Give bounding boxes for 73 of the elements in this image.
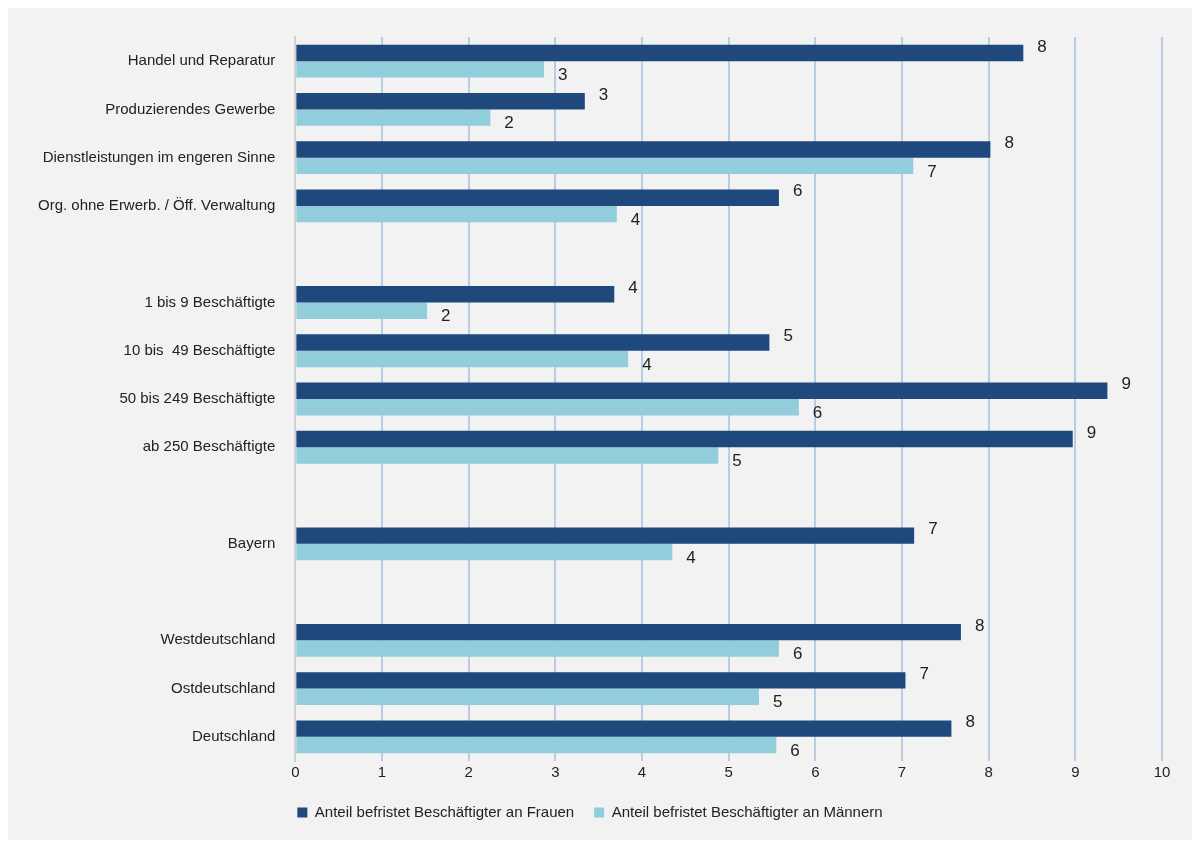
data-label: 9 <box>1086 422 1097 442</box>
data-label: 6 <box>792 181 803 201</box>
x-tick-label: 9 <box>1071 763 1080 781</box>
y-tick-label: Org. ohne Erwerb. / Öff. Verwaltung <box>38 196 276 214</box>
y-tick-label: Deutschland <box>191 727 276 745</box>
data-label: 2 <box>504 113 514 133</box>
data-label: 3 <box>598 84 609 104</box>
bar <box>296 527 915 544</box>
data-label: 7 <box>927 161 937 181</box>
bar <box>296 543 673 561</box>
x-tick-label: 1 <box>377 763 387 781</box>
legend-label: Anteil befristet Beschäftigter an Frauen <box>314 802 575 820</box>
y-tick-label: 1 bis 9 Beschäftigte <box>144 292 276 310</box>
x-tick-label: 10 <box>1153 763 1171 781</box>
data-label: 6 <box>812 402 823 422</box>
bar <box>296 720 952 737</box>
bar <box>296 92 585 110</box>
x-tick-label: 5 <box>724 763 733 781</box>
bar <box>296 44 1024 62</box>
data-label: 8 <box>1004 133 1014 153</box>
data-label: 7 <box>919 664 929 684</box>
bar <box>296 640 779 657</box>
bar <box>296 141 991 158</box>
bar <box>296 302 428 319</box>
bar <box>296 672 906 689</box>
bar <box>296 286 615 303</box>
x-tick-label: 6 <box>811 763 820 781</box>
data-label: 8 <box>1037 36 1047 56</box>
legend-label: Anteil befristet Beschäftigter an Männern <box>611 802 883 820</box>
data-label: 3 <box>558 65 568 85</box>
bar <box>296 334 770 351</box>
data-label: 4 <box>686 547 696 567</box>
x-tick-label: 7 <box>897 763 907 781</box>
x-tick-label: 4 <box>637 763 647 781</box>
y-tick-label: Produzierendes Gewerbe <box>105 99 276 117</box>
y-tick-label: Westdeutschland <box>160 630 276 648</box>
data-label: 4 <box>642 354 652 374</box>
bar <box>296 189 779 206</box>
y-tick-label: 10 bis 49 Beschäftigte <box>123 340 276 358</box>
bar <box>296 736 777 754</box>
data-label: 8 <box>974 615 985 635</box>
data-label: 6 <box>790 740 800 760</box>
data-label: 4 <box>630 209 641 229</box>
data-label: 2 <box>441 306 451 326</box>
x-tick-label: 0 <box>291 763 300 781</box>
data-label: 5 <box>773 692 783 712</box>
bar <box>296 109 491 126</box>
y-tick-label: Handel und Reparatur <box>127 51 276 69</box>
x-tick-label: 2 <box>464 763 473 781</box>
data-label: 5 <box>783 326 793 346</box>
bar <box>296 430 1073 448</box>
data-label: 8 <box>965 712 975 732</box>
bar <box>296 623 961 641</box>
data-label: 7 <box>928 519 938 539</box>
bar <box>296 61 545 78</box>
y-tick-label: Ostdeutschland <box>171 678 276 696</box>
bar <box>296 447 719 464</box>
y-tick-label: Bayern <box>227 533 276 551</box>
bar <box>296 157 914 175</box>
data-label: 9 <box>1121 374 1131 394</box>
y-tick-label: 50 bis 249 Beschäftigte <box>119 389 276 407</box>
data-label: 5 <box>732 451 742 471</box>
data-label: 4 <box>628 277 638 297</box>
bar <box>296 350 629 368</box>
bar <box>296 399 799 416</box>
y-tick-label: ab 250 Beschäftigte <box>142 437 276 455</box>
y-tick-label: Dienstleistungen im engeren Sinne <box>42 147 276 165</box>
bar <box>296 688 759 706</box>
x-tick-label: 8 <box>984 763 993 781</box>
x-tick-label: 3 <box>551 763 560 781</box>
bar <box>296 205 617 223</box>
bar <box>296 382 1108 399</box>
data-label: 6 <box>792 644 803 664</box>
